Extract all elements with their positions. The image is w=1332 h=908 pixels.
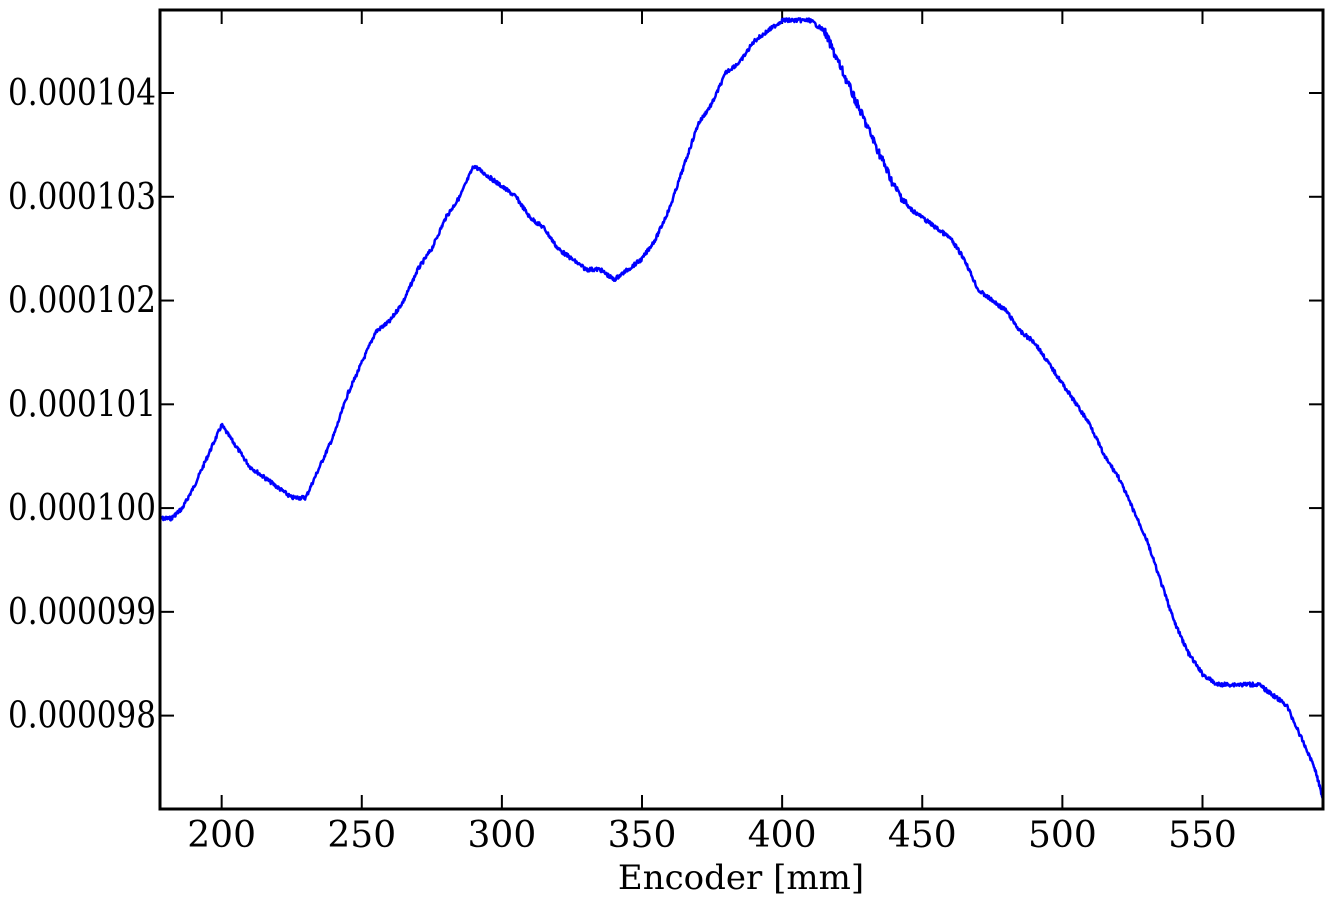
y-tick-label: 0.000100 <box>8 488 156 529</box>
x-tick-label: 250 <box>327 815 396 856</box>
x-tick-label: 300 <box>468 815 537 856</box>
x-axis-label: Encoder [mm] <box>618 858 864 898</box>
y-tick-label: 0.000102 <box>8 281 156 322</box>
ticks-layer: 200 250 300 350 400 450 500 550 0.000098 0.000099… <box>8 10 1323 856</box>
y-tick-label: 0.000098 <box>8 696 156 737</box>
x-tick-label: 450 <box>888 815 957 856</box>
x-tick-label: 350 <box>608 815 677 856</box>
y-tick-label: 0.000103 <box>8 177 156 218</box>
x-tick-label: 550 <box>1168 815 1237 856</box>
y-tick-label: 0.000101 <box>8 384 156 425</box>
x-tick-label: 500 <box>1028 815 1097 856</box>
x-tick-label: 400 <box>748 815 817 856</box>
x-tick-label: 200 <box>187 815 256 856</box>
plot-frame <box>158 8 1325 811</box>
series-line <box>159 17 1324 800</box>
y-tick-label: 0.000104 <box>8 73 156 114</box>
series-layer <box>159 17 1324 800</box>
y-tick-label: 0.000099 <box>8 592 156 633</box>
